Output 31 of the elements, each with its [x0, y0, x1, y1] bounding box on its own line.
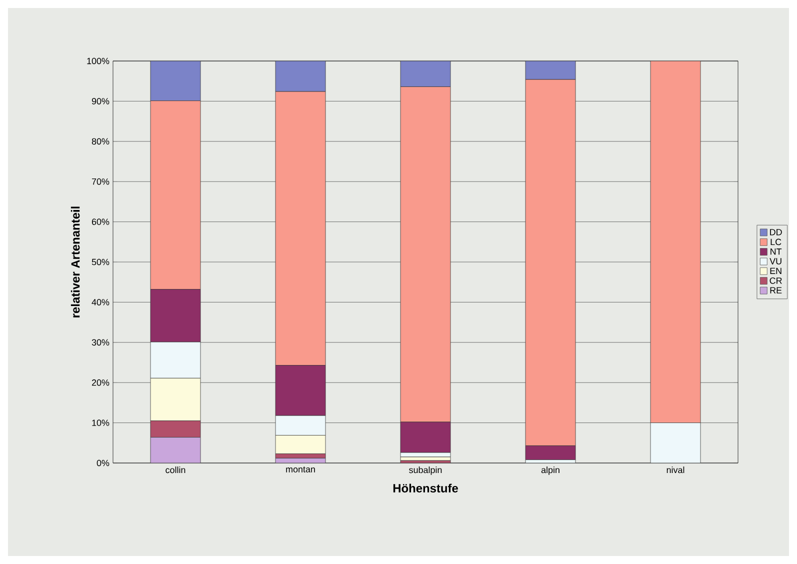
legend-label: CR [770, 277, 782, 284]
legend-label: LC [770, 238, 782, 246]
y-tick-label: 80% [92, 138, 110, 145]
x-tick-label: nival [666, 466, 684, 474]
y-tick-label: 40% [92, 299, 110, 306]
x-tick-label: montan [286, 466, 315, 472]
bar [150, 437, 201, 463]
legend-label: VU [770, 258, 782, 264]
y-tick-label: 0% [96, 460, 110, 466]
bar [275, 415, 326, 436]
y-tick-label: 20% [92, 379, 110, 386]
x-tick-label: alpin [541, 466, 560, 475]
bar [650, 422, 701, 463]
legend-label: RE [770, 287, 782, 294]
legend-label: DD [770, 229, 782, 236]
bar [275, 435, 326, 454]
x-tick-label: subalpin [409, 466, 442, 475]
bar [150, 420, 201, 438]
y-tick-label: 70% [92, 178, 110, 185]
x-axis-title: Höhenstufe [393, 484, 458, 492]
legend-label: EN [770, 268, 782, 274]
y-tick-label: 50% [92, 258, 110, 266]
y-axis-title: relativer Artenanteil [70, 206, 80, 318]
y-tick-label: 30% [92, 339, 110, 346]
x-tick-label: collin [166, 466, 186, 474]
legend-label: NT [770, 248, 782, 255]
y-tick-label: 90% [92, 98, 110, 104]
y-tick-label: 60% [92, 218, 110, 225]
y-tick-label: 100% [87, 58, 110, 64]
bar [150, 342, 201, 378]
y-tick-label: 10% [92, 420, 110, 426]
